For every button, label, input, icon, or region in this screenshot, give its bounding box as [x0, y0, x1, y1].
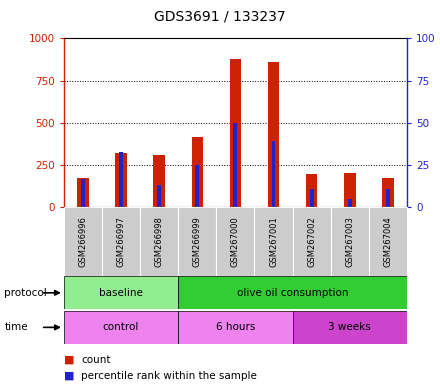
Bar	[178, 276, 407, 309]
Text: baseline: baseline	[99, 288, 143, 298]
Text: olive oil consumption: olive oil consumption	[237, 288, 348, 298]
Text: GDS3691 / 133237: GDS3691 / 133237	[154, 10, 286, 23]
Bar	[119, 152, 123, 207]
Bar	[254, 207, 293, 276]
Text: time: time	[4, 322, 28, 333]
Bar	[64, 207, 102, 276]
Text: ■: ■	[64, 355, 74, 365]
Text: ■: ■	[64, 371, 74, 381]
Text: percentile rank within the sample: percentile rank within the sample	[81, 371, 257, 381]
Bar	[230, 59, 241, 207]
Bar	[310, 189, 314, 207]
Bar	[271, 141, 275, 207]
Text: 3 weeks: 3 weeks	[328, 322, 371, 333]
Bar	[268, 62, 279, 207]
Text: GSM266998: GSM266998	[154, 217, 164, 267]
Bar	[369, 207, 407, 276]
Bar	[154, 155, 165, 207]
Bar	[344, 173, 356, 207]
Bar	[81, 179, 85, 207]
Bar	[102, 207, 140, 276]
Bar	[348, 199, 352, 207]
Bar	[157, 185, 161, 207]
Bar	[216, 207, 254, 276]
Bar	[115, 153, 127, 207]
Bar	[293, 311, 407, 344]
Text: control: control	[103, 322, 139, 333]
Bar	[195, 165, 199, 207]
Bar	[382, 178, 394, 207]
Text: GSM266999: GSM266999	[193, 217, 202, 267]
Bar	[234, 123, 237, 207]
Bar	[191, 137, 203, 207]
Text: protocol: protocol	[4, 288, 47, 298]
Text: GSM267001: GSM267001	[269, 217, 278, 267]
Text: GSM267000: GSM267000	[231, 217, 240, 267]
Text: GSM266997: GSM266997	[117, 217, 125, 267]
Bar	[64, 276, 178, 309]
Text: 6 hours: 6 hours	[216, 322, 255, 333]
Bar	[64, 311, 178, 344]
Text: GSM267003: GSM267003	[345, 217, 354, 267]
Bar	[306, 174, 317, 207]
Bar	[331, 207, 369, 276]
Bar	[140, 207, 178, 276]
Bar	[386, 189, 390, 207]
Bar	[178, 311, 293, 344]
Text: GSM267004: GSM267004	[383, 217, 392, 267]
Text: GSM266996: GSM266996	[78, 217, 88, 267]
Bar	[178, 207, 216, 276]
Bar	[77, 178, 88, 207]
Text: count: count	[81, 355, 111, 365]
Bar	[293, 207, 331, 276]
Text: GSM267002: GSM267002	[307, 217, 316, 267]
